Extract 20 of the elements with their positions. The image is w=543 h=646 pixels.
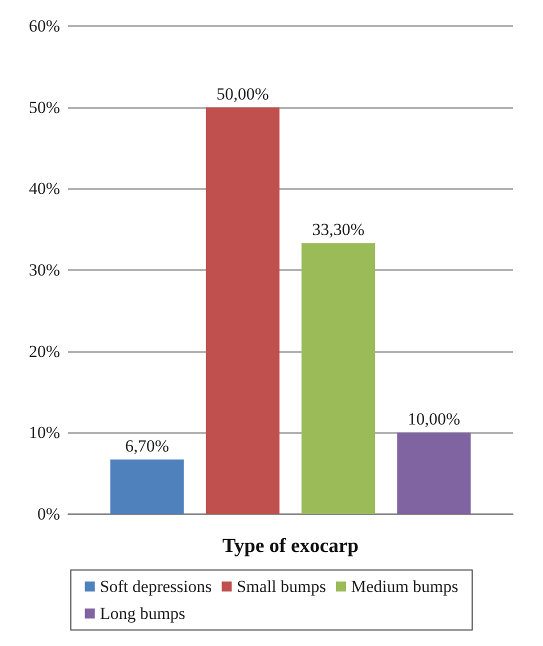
bar: [302, 243, 376, 514]
y-tick-label: 20%: [28, 342, 60, 361]
legend-label: Small bumps: [236, 577, 326, 596]
data-label: 6,70%: [125, 436, 170, 456]
data-label: 50,00%: [216, 84, 269, 104]
bar: [110, 460, 184, 514]
data-label: 33,30%: [312, 220, 365, 240]
x-axis-title: Type of exocarp: [222, 535, 359, 557]
legend-label: Medium bumps: [350, 577, 458, 596]
legend-label: Long bumps: [100, 604, 186, 623]
y-tick-label: 0%: [37, 504, 60, 524]
data-label: 10,00%: [408, 410, 460, 429]
bar: [206, 107, 280, 514]
legend-label: Soft depressions: [100, 577, 212, 596]
y-tick-label: 60%: [28, 16, 60, 36]
y-tick-label: 10%: [28, 423, 60, 442]
y-tick-label: 30%: [28, 260, 60, 280]
y-tick-label: 50%: [28, 98, 60, 117]
y-tick-label: 40%: [28, 179, 60, 198]
bar: [397, 432, 471, 514]
